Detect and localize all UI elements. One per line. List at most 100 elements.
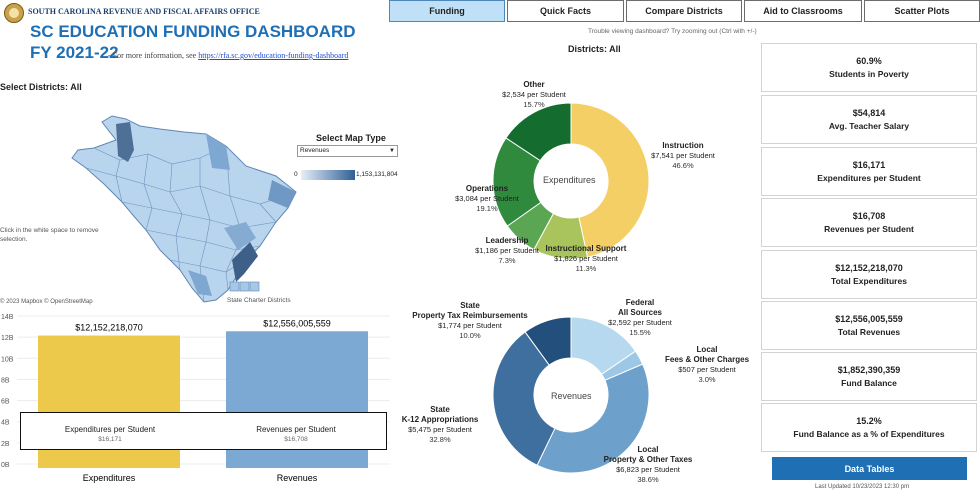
kpi-value: 60.9% [856, 56, 882, 66]
exp-label-leadership: Leadership $1,186 per Student 7.3% [471, 236, 543, 266]
exp-label-pct: 11.3% [575, 264, 597, 273]
district-darkest[interactable] [116, 122, 134, 162]
rev-label-state-k12: State K-12 Appropriations $5,475 per Stu… [396, 405, 484, 445]
exp-label-name: Instructional Support [545, 244, 627, 253]
tab-aid-to-classrooms[interactable]: Aid to Classrooms [744, 0, 862, 22]
kpi-value: $54,814 [852, 108, 886, 118]
district-charleston[interactable] [232, 242, 258, 282]
revenues-center-label: Revenues [551, 391, 592, 401]
rev-label-pct: 10.0% [459, 331, 481, 340]
map-type-select[interactable]: Revenues ▼ [297, 145, 398, 157]
kpi-total-expenditures[interactable]: $12,152,218,070 Total Expenditures [761, 250, 977, 299]
office-name: SOUTH CAROLINA REVENUE AND FISCAL AFFAIR… [28, 7, 260, 16]
kpi-expenditures-per-student[interactable]: $16,171 Expenditures per Student [761, 147, 977, 196]
kpi-label: Avg. Teacher Salary [828, 121, 910, 131]
x-category-label: Expenditures [83, 473, 136, 483]
legend-min: 0 [294, 171, 298, 178]
expenditures-slice-4[interactable] [505, 102, 572, 162]
kpi-label: Students in Poverty [829, 69, 909, 79]
tab-funding[interactable]: Funding [389, 0, 505, 22]
more-info-link[interactable]: https://rfa.sc.gov/education-funding-das… [198, 51, 349, 60]
exp-label-pct: 7.3% [498, 256, 516, 265]
rev-label-pct: 15.5% [629, 328, 651, 337]
select-districts-label: Select Districts: All [0, 82, 82, 92]
zoom-hint: Trouble viewing dashboard? Try zooming o… [588, 28, 757, 35]
district-beaufort[interactable] [188, 270, 212, 296]
sc-district-map[interactable] [60, 110, 310, 305]
rev-label-local-fees: Local Fees & Other Charges $507 per Stud… [662, 345, 752, 385]
exp-label-operations: Operations $3,084 per Student 19.1% [451, 184, 523, 214]
map-type-value: Revenues [300, 147, 330, 154]
more-info: - For more information, see https://rfa.… [108, 51, 348, 60]
state-outline[interactable] [71, 115, 297, 303]
kpi-revenues-per-student[interactable]: $16,708 Revenues per Student [761, 198, 977, 247]
rev-label-name: State Property Tax Reimbursements [412, 301, 528, 320]
kpi-value: $16,708 [852, 211, 886, 221]
kpi-teacher-salary[interactable]: $54,814 Avg. Teacher Salary [761, 95, 977, 144]
kpi-label: Expenditures per Student [817, 173, 921, 183]
rev-label-name: Local Property & Other Taxes [603, 445, 693, 464]
rev-label-name: Local Fees & Other Charges [664, 345, 750, 364]
kpi-value: $12,556,005,559 [835, 314, 903, 324]
exp-label-per-student: $3,084 per Student [455, 194, 519, 203]
y-tick-label: 8B [1, 377, 10, 384]
tab-quick-facts[interactable]: Quick Facts [507, 0, 624, 22]
kpi-fund-balance[interactable]: $1,852,390,359 Fund Balance [761, 352, 977, 401]
district-mid[interactable] [224, 222, 256, 250]
rev-label-federal: Federal All Sources $2,592 per Student 1… [600, 298, 680, 338]
kpi-fund-balance-pct[interactable]: 15.2% Fund Balance as a % of Expenditures [761, 403, 977, 452]
rev-per-student: Revenues per Student $16,708 [226, 425, 366, 443]
x-category-label: Revenues [277, 473, 318, 483]
data-tables-button[interactable]: Data Tables [772, 457, 967, 480]
kpi-value: $1,852,390,359 [837, 365, 901, 375]
rev-label-per-student: $1,774 per Student [438, 321, 502, 330]
kpi-label: Fund Balance as a % of Expenditures [793, 429, 945, 439]
rev-label-local-taxes: Local Property & Other Taxes $6,823 per … [598, 445, 698, 485]
exp-label-name: Other [523, 80, 545, 89]
y-tick-label: 0B [1, 462, 10, 469]
legend-color-ramp [301, 170, 355, 180]
revenues-slice-2[interactable] [536, 363, 650, 474]
kpi-label: Revenues per Student [824, 224, 914, 234]
rev-per-student-label: Revenues per Student [256, 425, 336, 434]
exp-label-pct: 19.1% [476, 204, 498, 213]
rev-label-name: Federal All Sources [617, 298, 662, 317]
revenues-slice-3[interactable] [492, 331, 556, 466]
exp-label-per-student: $7,541 per Student [651, 151, 715, 160]
rev-label-per-student: $2,592 per Student [608, 318, 672, 327]
exp-label-name: Instruction [662, 141, 704, 150]
revenues-donut[interactable] [490, 314, 652, 476]
expenditures-donut[interactable] [490, 100, 652, 262]
y-tick-label: 10B [1, 356, 14, 363]
expenditures-slice-0[interactable] [570, 102, 650, 258]
tab-compare-districts[interactable]: Compare Districts [626, 0, 742, 22]
exp-label-per-student: $1,826 per Student [554, 254, 618, 263]
expenditures-center-label: Expenditures [543, 175, 596, 185]
exp-label-pct: 46.6% [672, 161, 694, 170]
sc-seal-logo [4, 3, 24, 23]
exp-label-pct: 15.7% [523, 100, 545, 109]
kpi-value: $16,171 [852, 160, 886, 170]
district-dark-2[interactable] [268, 180, 296, 208]
y-tick-label: 6B [1, 399, 10, 406]
revenues-slice-4[interactable] [524, 316, 572, 366]
totals-bar-chart[interactable]: 0B 2B 4B 6B 8B 10B 12B 14B $12,152,218,070 Expend… [0, 310, 395, 488]
bar-value-label: $12,152,218,070 [75, 323, 143, 333]
y-tick-label: 4B [1, 420, 10, 427]
kpi-students-poverty[interactable]: 60.9% Students in Poverty [761, 43, 977, 92]
district-boundaries [85, 145, 297, 303]
district-dark[interactable] [206, 134, 230, 170]
kpi-value: $12,152,218,070 [835, 263, 903, 273]
per-student-tooltip-box [20, 412, 387, 450]
tab-scatter-plots[interactable]: Scatter Plots [864, 0, 980, 22]
charter-districts-boxes[interactable] [229, 281, 260, 292]
rev-label-per-student: $5,475 per Student [408, 425, 472, 434]
kpi-total-revenues[interactable]: $12,556,005,559 Total Revenues [761, 301, 977, 350]
map-attribution[interactable]: © 2023 Mapbox © OpenStreetMap [0, 299, 93, 305]
kpi-label: Total Revenues [837, 327, 901, 337]
exp-label-name: Operations [465, 184, 509, 193]
exp-label-instruction: Instruction $7,541 per Student 46.6% [648, 141, 718, 171]
last-updated: Last Updated 10/23/2023 12:30 pm [815, 484, 910, 490]
rev-per-student-value: $16,708 [284, 436, 308, 443]
map-click-note: Click in the white space to remove selec… [0, 227, 99, 243]
